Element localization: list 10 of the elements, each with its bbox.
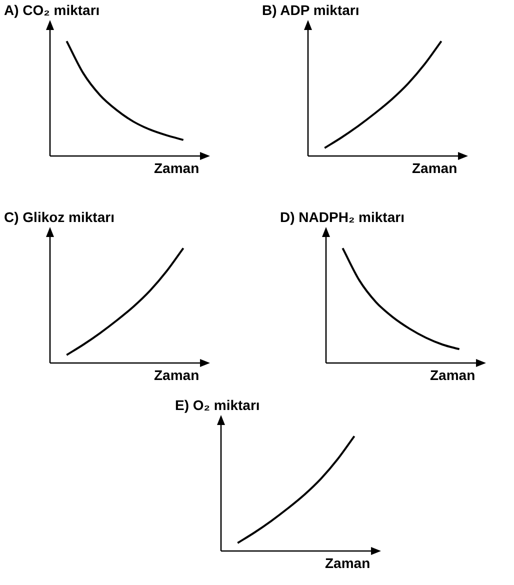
x-axis-title: Zaman — [154, 367, 200, 383]
chart-title: B) ADP miktarı — [262, 2, 360, 18]
chart-title: D) NADPH₂ miktarı — [280, 209, 404, 225]
x-axis-title: Zaman — [412, 160, 458, 176]
x-axis-title: Zaman — [154, 160, 200, 176]
chart-title: A) CO₂ miktarı — [4, 2, 100, 18]
x-axis-title: Zaman — [325, 555, 370, 571]
chart-title: C) Glikoz miktarı — [4, 209, 114, 225]
x-axis-title: Zaman — [430, 367, 476, 383]
chart-title: E) O₂ miktarı — [175, 397, 260, 413]
